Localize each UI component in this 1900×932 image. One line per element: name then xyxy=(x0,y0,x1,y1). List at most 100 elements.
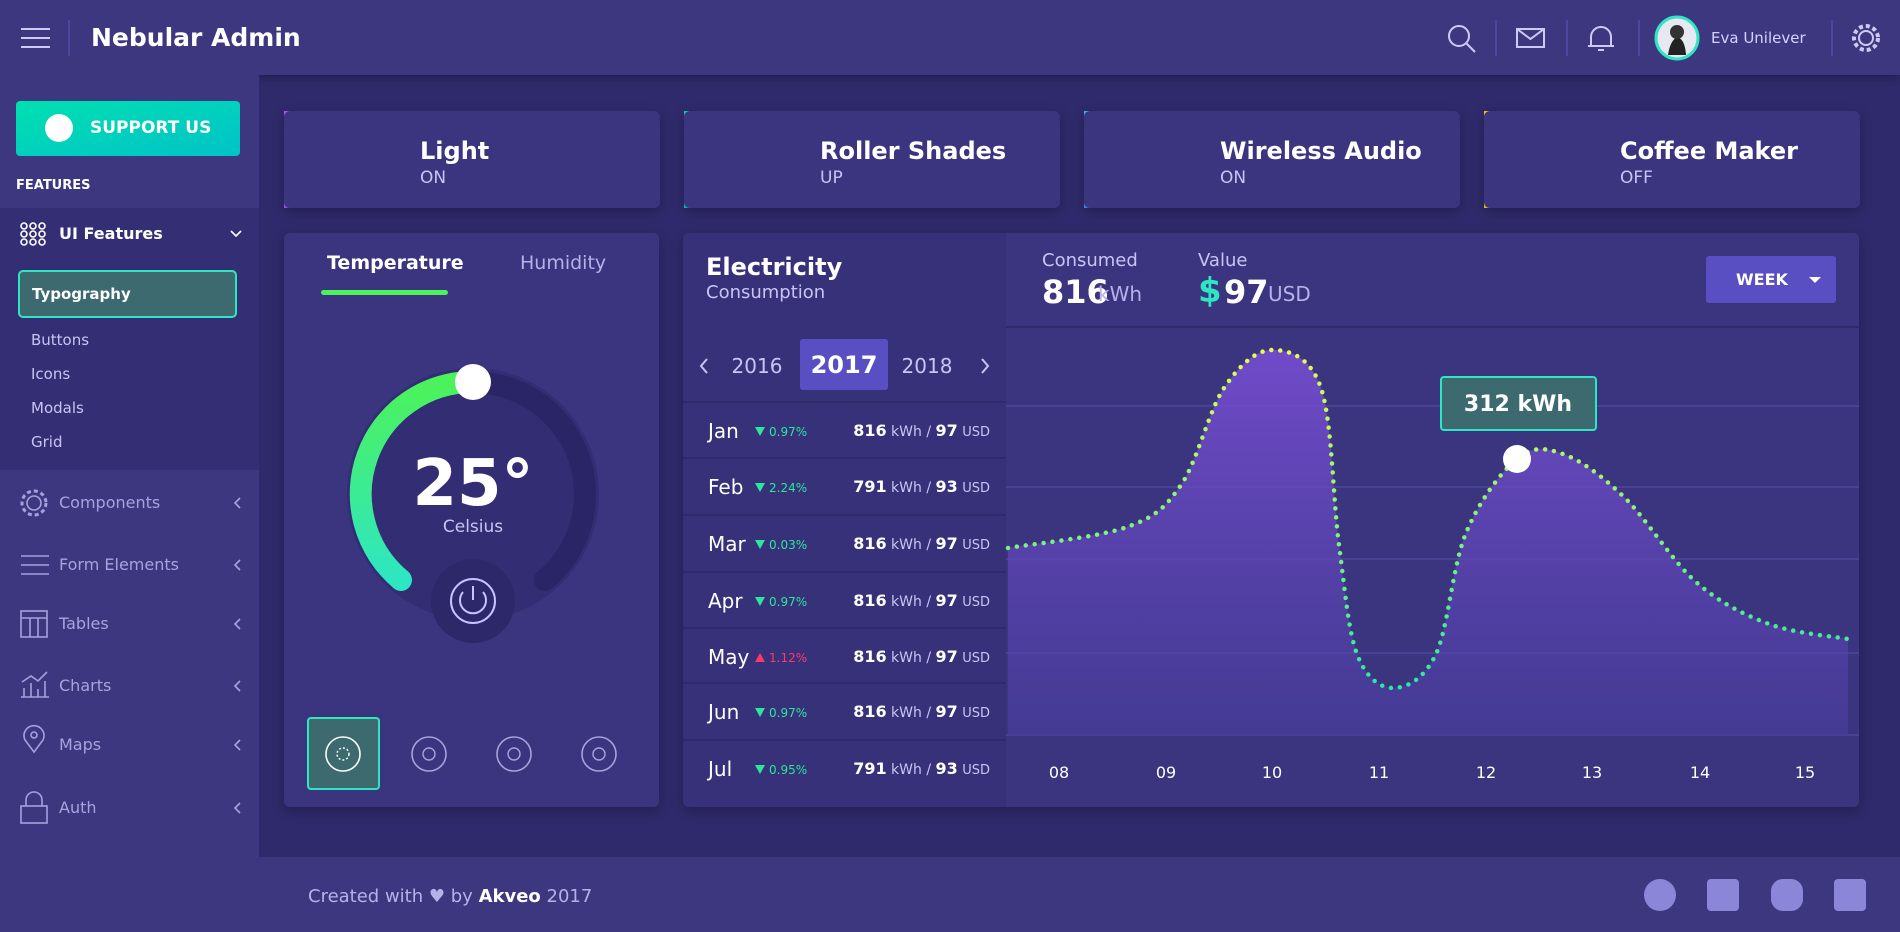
month: Feb xyxy=(708,475,744,499)
device-card[interactable] xyxy=(684,111,1060,208)
mode-button[interactable] xyxy=(325,736,361,772)
bell-icon[interactable] xyxy=(1588,26,1614,51)
tooltip-label: 312 kWh xyxy=(1463,392,1573,417)
kwh-value: 791 xyxy=(853,477,887,496)
menu-item[interactable]: Maps xyxy=(59,735,102,754)
menu-icon[interactable] xyxy=(21,28,50,48)
menu-item[interactable]: Charts xyxy=(59,676,112,695)
tab[interactable]: Temperature xyxy=(327,252,464,274)
footer xyxy=(0,857,1900,932)
separator: / xyxy=(926,650,932,666)
user-name: Eva Unilever xyxy=(1711,29,1806,47)
panel-subtitle: Consumption xyxy=(706,282,826,303)
cost-symbol: $ xyxy=(1198,271,1222,311)
period-button[interactable] xyxy=(1706,256,1836,303)
mail-flap xyxy=(1516,28,1545,41)
mode-button[interactable] xyxy=(581,736,617,772)
social-icon[interactable] xyxy=(1834,879,1866,911)
change: 0.97% xyxy=(769,706,808,720)
settings-icon[interactable] xyxy=(1858,30,1874,46)
device-name: Roller Shades xyxy=(820,137,1007,165)
x-tick-label: 08 xyxy=(1048,763,1070,782)
tab[interactable]: Humidity xyxy=(520,252,607,274)
x-tick-label: 14 xyxy=(1689,763,1711,782)
submenu-item[interactable]: Buttons xyxy=(31,331,90,349)
trend-arrow xyxy=(755,653,765,662)
submenu-item[interactable]: Modals xyxy=(31,399,84,417)
next-year[interactable] xyxy=(981,358,990,374)
temperature-value: 25° xyxy=(412,447,534,521)
row-amount: 816 kWh / 97 USD xyxy=(780,593,990,610)
device-card[interactable] xyxy=(284,111,660,208)
row-amount: 791 kWh / 93 USD xyxy=(780,761,990,778)
kwh-unit: kWh xyxy=(891,537,922,553)
dial-progress xyxy=(349,370,484,591)
kwh-unit: kWh xyxy=(891,480,922,496)
device-status: UP xyxy=(820,168,843,188)
avatar-figure xyxy=(1668,37,1686,55)
search-icon[interactable] xyxy=(1448,25,1470,47)
components-icon xyxy=(26,495,42,511)
tooltip-point xyxy=(1503,445,1531,473)
kwh-unit: kWh xyxy=(891,650,922,666)
separator: / xyxy=(926,537,932,553)
menu-item[interactable]: Tables xyxy=(59,614,109,633)
usd-unit: USD xyxy=(962,538,990,553)
curve-line xyxy=(1005,347,1851,691)
kwh-value: 816 xyxy=(853,534,887,553)
cost-unit: USD xyxy=(1268,282,1311,306)
submenu-item[interactable]: Icons xyxy=(31,365,71,383)
social-icon[interactable] xyxy=(1771,879,1803,911)
menu-group[interactable]: UI Features xyxy=(59,224,163,243)
submenu-item[interactable]: Grid xyxy=(31,433,63,451)
support-label[interactable]: SUPPORT US xyxy=(90,118,212,138)
mode-button[interactable] xyxy=(411,736,447,772)
dial-knob[interactable] xyxy=(455,364,491,400)
prev-year[interactable] xyxy=(699,358,708,374)
device-card[interactable] xyxy=(1084,111,1460,208)
row-amount: 816 kWh / 97 USD xyxy=(780,534,990,553)
shape xyxy=(29,230,37,238)
power-button[interactable] xyxy=(431,559,515,643)
year[interactable]: 2017 xyxy=(810,351,878,379)
auth-icon xyxy=(20,805,48,824)
submenu-item[interactable]: Typography xyxy=(32,285,131,303)
social-icon[interactable] xyxy=(1644,879,1676,911)
change: 0.95% xyxy=(769,763,808,777)
mail-icon[interactable] xyxy=(1516,28,1545,48)
support-button[interactable] xyxy=(16,101,240,156)
device-status: OFF xyxy=(1620,168,1653,188)
power-ring xyxy=(450,578,496,624)
month: Apr xyxy=(708,589,743,613)
device-card[interactable] xyxy=(1484,111,1860,208)
kwh-unit: kWh xyxy=(891,594,922,610)
consumed-value: 816 xyxy=(1042,273,1109,311)
chevron-left xyxy=(233,739,241,751)
social-icon[interactable] xyxy=(1707,879,1739,911)
credit: Created with xyxy=(308,886,424,907)
menu-item[interactable]: Auth xyxy=(59,798,97,817)
shape xyxy=(38,238,46,246)
device-name: Coffee Maker xyxy=(1620,137,1798,165)
settings-teeth xyxy=(1852,24,1880,52)
period-label[interactable]: WEEK xyxy=(1736,270,1788,289)
company: Akveo xyxy=(478,886,541,907)
x-tick-label: 10 xyxy=(1261,763,1283,782)
chevron-left xyxy=(233,618,241,630)
mode-button[interactable] xyxy=(496,736,532,772)
year[interactable]: 2018 xyxy=(901,354,953,378)
usd-unit: USD xyxy=(962,425,990,440)
curve-area xyxy=(1008,350,1848,735)
shape xyxy=(29,238,37,246)
row-amount: 816 kWh / 97 USD xyxy=(780,704,990,721)
menu-item[interactable]: Form Elements xyxy=(59,555,179,574)
year[interactable]: 2016 xyxy=(731,354,783,378)
change: 1.12% xyxy=(769,651,808,665)
maps-icon xyxy=(23,724,45,754)
trend-arrow xyxy=(755,483,765,492)
menu-item[interactable]: Components xyxy=(59,493,161,512)
components-teeth xyxy=(20,489,48,517)
separator: / xyxy=(926,480,932,496)
dial-disk xyxy=(347,368,599,620)
